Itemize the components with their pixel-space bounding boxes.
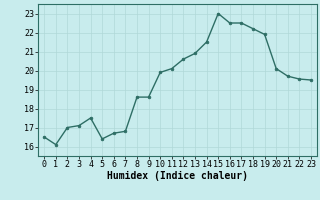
X-axis label: Humidex (Indice chaleur): Humidex (Indice chaleur)	[107, 171, 248, 181]
